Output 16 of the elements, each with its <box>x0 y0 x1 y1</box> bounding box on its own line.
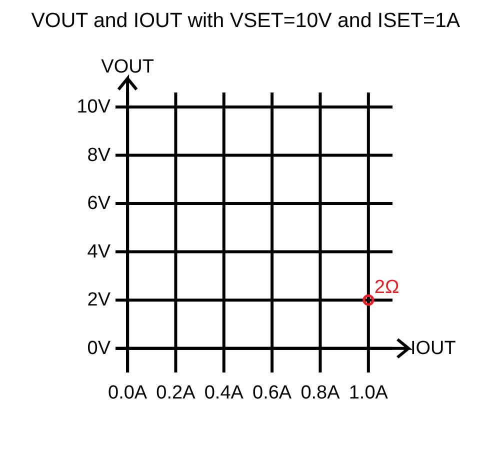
x-tick-label: 0.0A <box>108 382 148 404</box>
y-tick-label: 0V <box>87 338 111 359</box>
chart-title: VOUT and IOUT with VSET=10V and ISET=1A <box>31 9 460 32</box>
y-tick-label: 6V <box>87 193 111 214</box>
x-tick-label: 1.0A <box>348 382 388 404</box>
y-tick-label: 4V <box>87 241 111 262</box>
x-tick-label: 0.2A <box>156 382 196 404</box>
x-axis-title: IOUT <box>410 338 456 359</box>
y-tick-label: 8V <box>87 144 111 166</box>
y-axis-title: VOUT <box>101 56 154 78</box>
y-tick-label: 10V <box>76 96 111 118</box>
x-tick-label: 0.4A <box>204 382 244 404</box>
x-tick-label: 0.6A <box>252 382 292 404</box>
x-tick-label: 0.8A <box>300 382 340 404</box>
y-tick-label: 2V <box>87 290 111 311</box>
series-label: 2Ω <box>374 277 400 298</box>
